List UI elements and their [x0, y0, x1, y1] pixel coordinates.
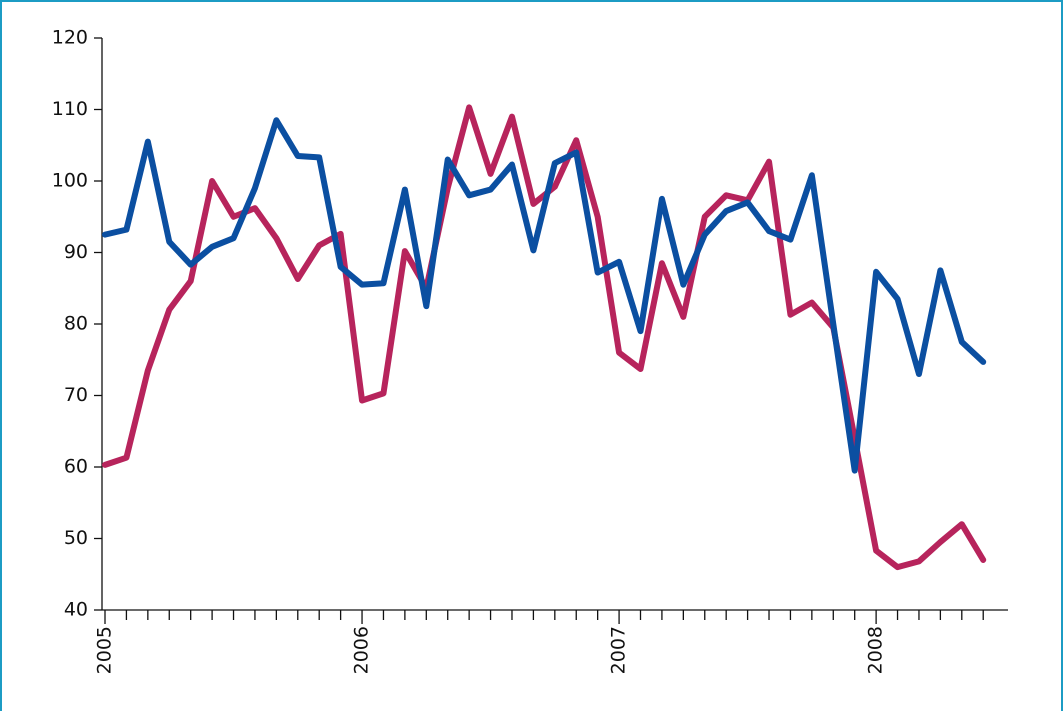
series-line	[102, 117, 987, 474]
y-tick-label: 80	[64, 313, 88, 335]
y-tick-label: 60	[64, 456, 88, 478]
y-tick-label: 110	[52, 98, 88, 120]
x-tick-label: 2007	[608, 626, 630, 674]
y-tick-label: 40	[64, 599, 88, 621]
y-tick-label: 90	[64, 241, 88, 263]
x-tick-label: 2006	[351, 626, 373, 674]
y-tick-label: 100	[52, 170, 88, 192]
y-tick-label: 50	[64, 527, 88, 549]
x-tick-label: 2008	[865, 626, 887, 674]
x-tick-label: 2005	[94, 626, 116, 674]
y-tick-label: 120	[52, 27, 88, 49]
y-tick-label: 70	[64, 384, 88, 406]
